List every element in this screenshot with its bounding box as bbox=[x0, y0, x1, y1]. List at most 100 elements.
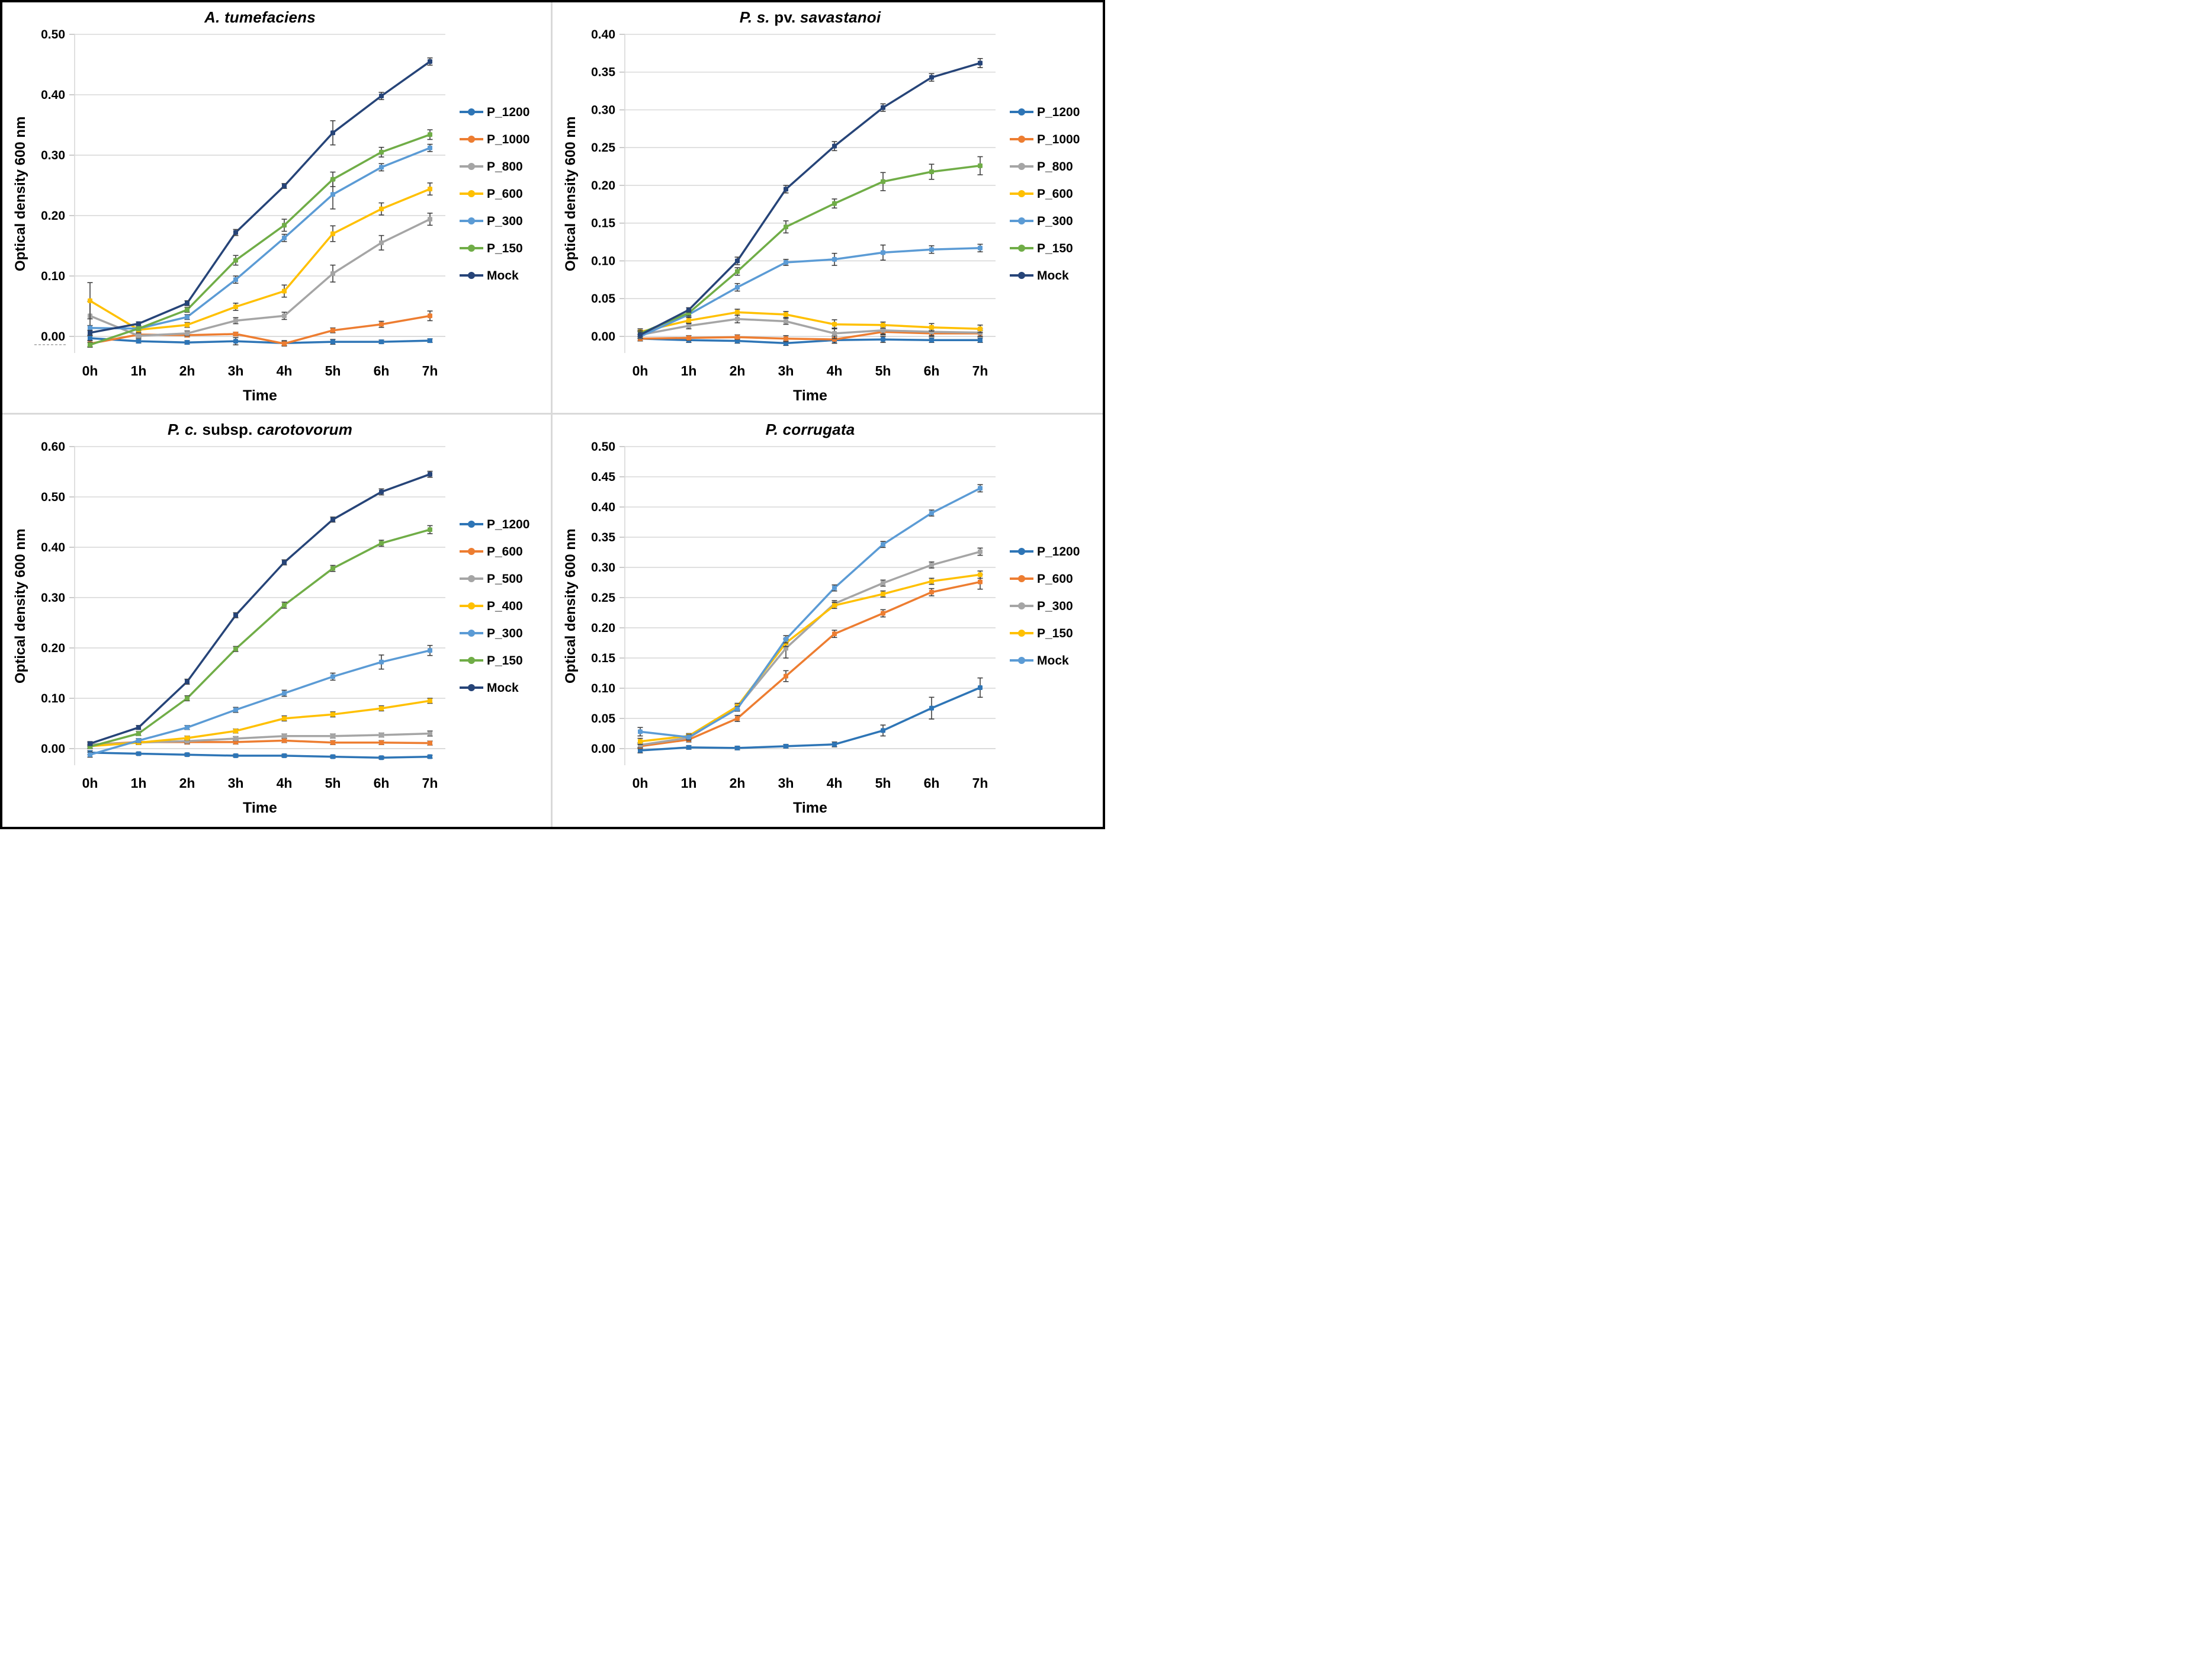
data-point-marker bbox=[379, 206, 384, 211]
data-point-marker bbox=[233, 753, 238, 758]
legend-marker-dot bbox=[468, 136, 475, 143]
data-point-marker bbox=[929, 338, 934, 343]
x-tick-label: 1h bbox=[681, 363, 697, 378]
y-tick-label: 0.40 bbox=[41, 541, 65, 554]
data-point-marker bbox=[379, 322, 384, 327]
chart-plot-p-s-savastanoi: 0.00 0.05 0.10 0.15 0.20 0.25 0.30 0.35 0.40 0h 1h… bbox=[591, 28, 1080, 378]
legend-item-P_1000: P_1000 bbox=[460, 133, 529, 146]
data-point-marker bbox=[978, 579, 983, 585]
series-P_1200 bbox=[637, 677, 983, 753]
data-point-marker bbox=[379, 733, 384, 738]
x-axis-title: Time bbox=[793, 800, 827, 816]
y-tick-label: 0.00 bbox=[41, 330, 65, 344]
data-point-marker bbox=[428, 527, 432, 532]
data-point-marker bbox=[735, 258, 740, 264]
x-tick-label: 5h bbox=[325, 363, 341, 378]
data-point-marker bbox=[929, 589, 934, 595]
data-point-marker bbox=[784, 319, 788, 324]
series-line bbox=[89, 649, 431, 756]
data-point-marker bbox=[428, 217, 432, 222]
x-axis-title: Time bbox=[793, 387, 827, 404]
data-point-marker bbox=[185, 307, 190, 313]
data-point-marker bbox=[881, 179, 885, 184]
data-point-marker bbox=[784, 312, 788, 317]
data-point-marker bbox=[379, 659, 384, 665]
legend-label: Mock bbox=[1037, 654, 1069, 668]
data-point-marker bbox=[282, 223, 287, 228]
data-point-marker bbox=[784, 637, 788, 642]
chart-plot-p-corrugata: 0.00 0.05 0.10 0.15 0.20 0.25 0.30 0.35 0.40 0.45… bbox=[591, 440, 1080, 791]
data-point-marker bbox=[686, 323, 691, 329]
data-point-marker bbox=[881, 611, 885, 616]
data-point-marker bbox=[282, 313, 287, 319]
data-point-marker bbox=[832, 603, 837, 608]
chart-title-part: subsp. bbox=[202, 421, 257, 438]
data-point-marker bbox=[735, 745, 740, 750]
legend-item-Mock: Mock bbox=[460, 269, 519, 283]
series-line bbox=[89, 60, 431, 334]
legend-marker-dot bbox=[1018, 245, 1025, 252]
x-tick-label: 5h bbox=[875, 775, 891, 791]
legend-marker-dot bbox=[468, 602, 475, 609]
series-line bbox=[639, 165, 981, 335]
legend-label: P_150 bbox=[487, 242, 523, 255]
x-tick-label: 0h bbox=[633, 775, 648, 791]
legend-item-P_1200: P_1200 bbox=[460, 105, 529, 119]
x-tick-labels: 0h 1h 2h 3h 4h 5h 6h 7h bbox=[633, 775, 988, 791]
legend-marker-dot bbox=[1018, 575, 1025, 582]
data-point-marker bbox=[638, 742, 643, 747]
data-point-marker bbox=[428, 187, 432, 192]
legend: P_1200 P_600 P_500 P_400 P_300 P_150 Mock bbox=[460, 518, 529, 695]
chart-title-part: pv. bbox=[774, 8, 800, 26]
data-point-marker bbox=[136, 333, 141, 338]
data-point-marker bbox=[282, 602, 287, 608]
data-point-marker bbox=[233, 736, 238, 741]
data-point-marker bbox=[282, 753, 287, 758]
data-point-marker bbox=[832, 201, 837, 206]
data-point-marker bbox=[881, 542, 885, 547]
data-point-marker bbox=[233, 318, 238, 323]
x-tick-label: 0h bbox=[82, 775, 98, 791]
legend-item-P_800: P_800 bbox=[1010, 160, 1073, 174]
data-point-marker bbox=[978, 245, 983, 251]
data-point-marker bbox=[428, 698, 432, 704]
chart-title-part: savastanoi bbox=[800, 8, 881, 26]
x-tick-label: 7h bbox=[972, 363, 988, 378]
data-point-marker bbox=[784, 673, 788, 679]
x-tick-label: 7h bbox=[422, 363, 438, 378]
data-point-marker bbox=[638, 332, 643, 338]
legend-item-P_400: P_400 bbox=[460, 599, 523, 613]
series-P_150 bbox=[637, 156, 983, 337]
data-point-marker bbox=[330, 177, 335, 182]
x-tick-label: 0h bbox=[82, 363, 98, 378]
data-point-marker bbox=[978, 685, 983, 690]
data-point-marker bbox=[686, 745, 691, 750]
chart-title-part: P. corrugata bbox=[765, 421, 855, 438]
x-tick-label: 1h bbox=[131, 775, 147, 791]
legend-marker-dot bbox=[468, 630, 475, 637]
gridlines: 0.00 0.05 0.10 0.15 0.20 0.25 0.30 0.35 0.40 0.45… bbox=[591, 440, 996, 756]
data-point-marker bbox=[428, 145, 432, 150]
data-point-marker bbox=[881, 591, 885, 596]
data-point-marker bbox=[832, 256, 837, 262]
data-point-marker bbox=[929, 169, 934, 175]
legend-item-P_150: P_150 bbox=[460, 242, 523, 255]
series-line bbox=[639, 317, 981, 336]
y-tick-label: 0.40 bbox=[591, 500, 615, 514]
data-point-marker bbox=[638, 739, 643, 744]
y-tick-label: 0.50 bbox=[41, 28, 65, 41]
legend-item-P_600: P_600 bbox=[1010, 572, 1073, 586]
chart-title: P. s. pv. savastanoi bbox=[625, 8, 996, 27]
legend: P_1200 P_600 P_300 P_150 Mock bbox=[1010, 545, 1080, 668]
y-tick-label: 0.35 bbox=[591, 531, 615, 544]
y-tick-label: 0.30 bbox=[591, 561, 615, 575]
legend-marker-dot bbox=[1018, 548, 1025, 555]
legend-marker-dot bbox=[1018, 163, 1025, 170]
data-point-marker bbox=[978, 549, 983, 554]
y-tick-label: 0.20 bbox=[41, 209, 65, 223]
x-tick-label: 1h bbox=[681, 775, 697, 791]
data-point-marker bbox=[379, 165, 384, 170]
data-point-marker bbox=[379, 740, 384, 745]
legend-marker-dot bbox=[468, 217, 475, 224]
legend-label: P_400 bbox=[487, 599, 523, 613]
